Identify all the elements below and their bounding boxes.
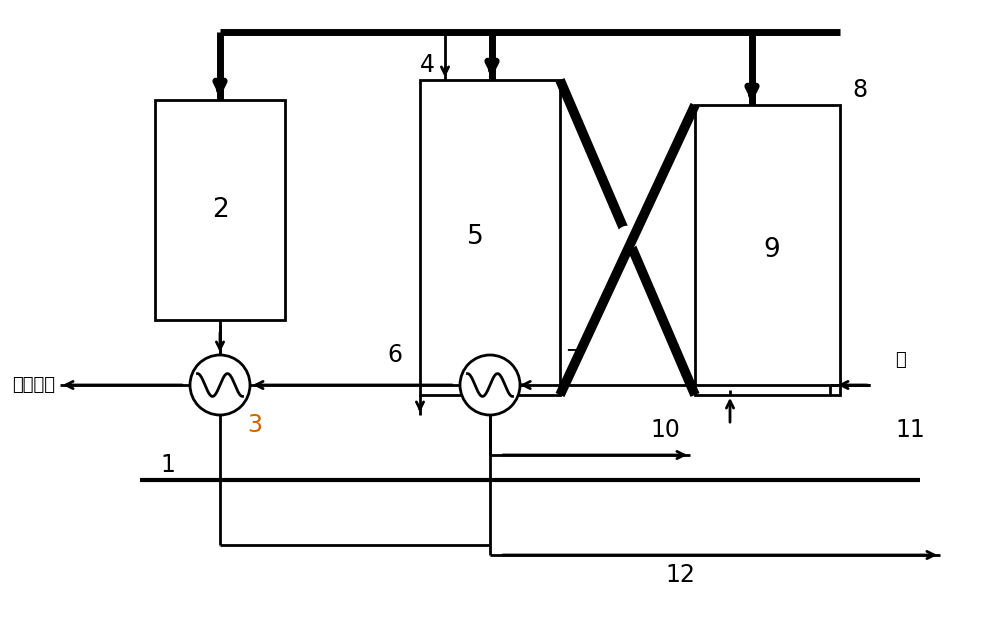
Bar <box>420 80 560 395</box>
Text: 12: 12 <box>665 563 695 587</box>
Text: 5: 5 <box>467 224 483 250</box>
Bar <box>695 105 840 395</box>
Text: 高压蕊汽: 高压蕊汽 <box>12 376 55 394</box>
Text: 2: 2 <box>212 197 228 223</box>
Bar <box>155 100 285 320</box>
Text: 4: 4 <box>420 53 434 77</box>
Text: 11: 11 <box>895 418 925 442</box>
Text: 8: 8 <box>852 78 867 102</box>
Text: 9: 9 <box>764 237 780 263</box>
Circle shape <box>190 355 250 415</box>
Text: 水: 水 <box>895 351 906 369</box>
Text: 6: 6 <box>387 343 402 367</box>
Text: 7: 7 <box>565 348 580 372</box>
Text: 1: 1 <box>160 453 175 477</box>
Circle shape <box>460 355 520 415</box>
Text: 3: 3 <box>248 413 262 437</box>
Text: 10: 10 <box>650 418 680 442</box>
